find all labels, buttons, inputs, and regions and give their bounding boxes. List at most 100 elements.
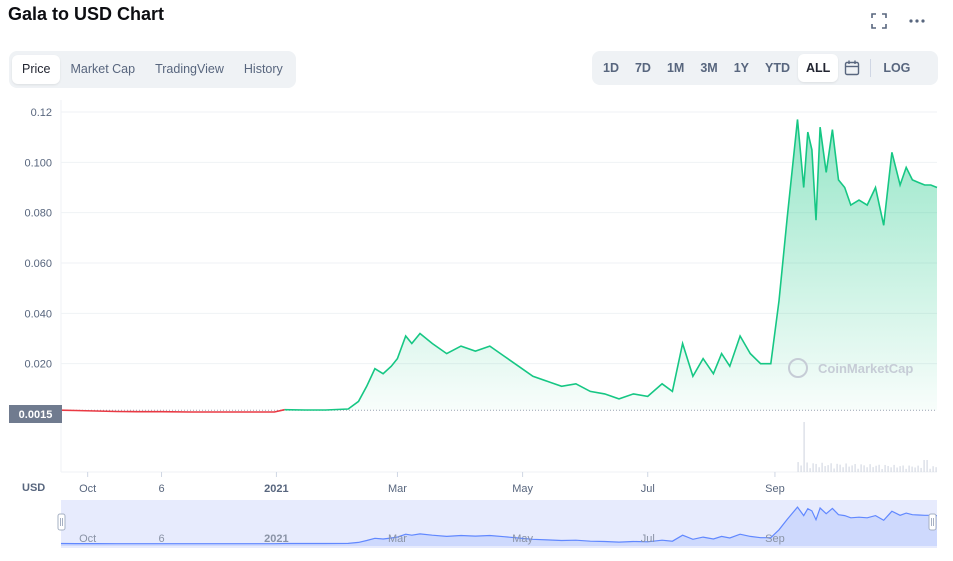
price-line xyxy=(284,119,938,411)
range-1m[interactable]: 1M xyxy=(666,61,685,75)
range-3m[interactable]: 3M xyxy=(700,61,718,75)
volume-bar xyxy=(887,465,889,472)
range-1d[interactable]: 1D xyxy=(603,61,619,75)
watermark: CoinMarketCap xyxy=(788,358,913,378)
volume-bar xyxy=(848,466,850,472)
y-tick-label: 0.020 xyxy=(24,359,52,371)
volume-bar xyxy=(821,462,823,472)
time-range-selector: 1D 7D 1M 3M 1Y YTD ALL LOG xyxy=(592,51,938,85)
volume-bar xyxy=(836,463,838,472)
x-tick-label: 2021 xyxy=(264,483,288,495)
range-all[interactable]: ALL xyxy=(798,54,839,82)
volume-bar xyxy=(842,467,844,472)
volume-bar xyxy=(809,468,811,472)
volume-bar xyxy=(917,465,919,472)
volume-bar xyxy=(884,464,886,472)
y-tick-label: 0.12 xyxy=(31,107,52,119)
volume-bar xyxy=(827,465,829,472)
x-tick-label: Jul xyxy=(641,483,655,495)
volume-bar xyxy=(800,465,802,472)
range-1y[interactable]: 1Y xyxy=(733,61,750,75)
navigator-left-handle[interactable] xyxy=(57,513,66,531)
chart-type-tabs: Price Market Cap TradingView History xyxy=(9,51,296,88)
page-title: Gala to USD Chart xyxy=(8,4,165,24)
navigator-tick-label: 2021 xyxy=(264,533,288,545)
volume-bar xyxy=(833,468,835,472)
volume-bar xyxy=(830,463,832,472)
navigator-line xyxy=(60,506,938,545)
volume-bar xyxy=(926,460,928,472)
volume-bar xyxy=(875,465,877,472)
price-line-below-baseline xyxy=(60,408,285,413)
price-area xyxy=(61,119,937,411)
navigator-tick-label: May xyxy=(512,533,533,545)
fullscreen-icon[interactable] xyxy=(868,10,890,32)
volume-bar xyxy=(914,467,916,472)
navigator-tick-label: Oct xyxy=(79,533,96,545)
log-toggle[interactable]: LOG xyxy=(883,61,911,75)
x-tick-label: Sep xyxy=(765,483,785,495)
volume-bar xyxy=(908,465,910,472)
volume-bar xyxy=(890,467,892,472)
volume-bar xyxy=(845,463,847,472)
volume-bar xyxy=(896,467,898,472)
volume-bar xyxy=(911,466,913,472)
navigator[interactable]: Oct 6 2021 Mar May Jul Sep xyxy=(57,500,938,548)
range-divider xyxy=(870,59,872,77)
y-tick-label: 0.040 xyxy=(24,308,52,320)
navigator-tick-label: Mar xyxy=(388,533,407,545)
volume-bar xyxy=(920,467,922,472)
volume-bar xyxy=(854,464,856,472)
range-ytd[interactable]: YTD xyxy=(765,61,791,75)
y-tick-label: 0.080 xyxy=(24,208,52,220)
navigator-tick-label: Jul xyxy=(641,533,655,545)
x-tick-label: 6 xyxy=(158,483,164,495)
volume-bar xyxy=(881,468,883,472)
y-tick-label: 0.100 xyxy=(24,157,52,169)
volume-bar xyxy=(797,462,799,472)
volume-bar xyxy=(839,464,841,472)
navigator-ticks: Oct 6 2021 Mar May Jul Sep xyxy=(79,533,785,545)
volume-bar xyxy=(863,465,865,472)
x-axis-ticks: Oct 6 2021 Mar May Jul Sep xyxy=(79,472,785,495)
volume-bar xyxy=(812,463,814,472)
x-tick-label: Mar xyxy=(388,483,407,495)
volume-bar xyxy=(878,464,880,472)
volume-bar xyxy=(872,467,874,472)
navigator-tick-label: Sep xyxy=(765,533,785,545)
y-axis-ticks: 0.12 0.100 0.080 0.060 0.040 0.020 xyxy=(24,107,52,371)
x-tick-label: Oct xyxy=(79,483,96,495)
volume-bar xyxy=(866,467,868,472)
volume-bar xyxy=(902,465,904,472)
volume-bar xyxy=(857,468,859,472)
tab-history[interactable]: History xyxy=(243,62,283,76)
x-tick-label: May xyxy=(512,483,533,495)
volume-bar xyxy=(803,422,805,472)
volume-bar xyxy=(905,468,907,472)
baseline-label-text: 0.0015 xyxy=(19,409,53,421)
tab-tradingview[interactable]: TradingView xyxy=(155,62,224,76)
volume-bar xyxy=(923,460,925,472)
volume-bar xyxy=(818,467,820,472)
volume-bars xyxy=(797,422,937,472)
volume-bar xyxy=(860,464,862,472)
tab-price[interactable]: Price xyxy=(12,55,61,84)
currency-label: USD xyxy=(22,482,45,494)
volume-bar xyxy=(869,464,871,472)
navigator-area xyxy=(61,507,937,546)
navigator-tick-label: 6 xyxy=(158,533,164,545)
navigator-right-handle[interactable] xyxy=(928,513,937,531)
more-icon[interactable] xyxy=(906,10,928,32)
volume-bar xyxy=(935,467,937,472)
volume-bar xyxy=(893,464,895,472)
volume-bar xyxy=(815,463,817,472)
range-7d[interactable]: 7D xyxy=(634,61,651,75)
calendar-icon[interactable] xyxy=(838,54,866,82)
volume-bar xyxy=(932,466,934,472)
volume-bar xyxy=(806,462,808,472)
tab-market-cap[interactable]: Market Cap xyxy=(70,62,136,76)
volume-bar xyxy=(929,468,931,472)
navigator-selection[interactable] xyxy=(61,500,937,548)
volume-bar xyxy=(899,466,901,472)
